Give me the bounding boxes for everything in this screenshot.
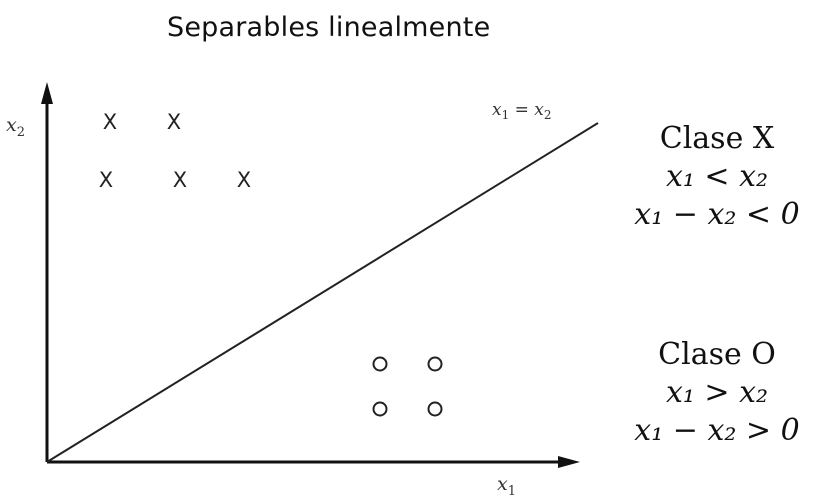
- figure-title: Separables linealmente: [167, 12, 491, 43]
- class-x-description: Clase X x₁ < x₂ x₁ − x₂ < 0: [602, 120, 832, 234]
- y-axis-arrow: [41, 82, 53, 104]
- x-marker: X: [167, 110, 181, 134]
- x-marker: X: [103, 110, 117, 134]
- o-marker: [372, 356, 388, 372]
- boundary-label: x1 = x2: [492, 100, 552, 122]
- class-x-name: Clase X: [659, 121, 775, 156]
- x-marker: X: [173, 168, 187, 192]
- x-marker: X: [99, 168, 113, 192]
- x-marker: X: [237, 168, 251, 192]
- class-x-condition-1: x₁ < x₂: [665, 159, 769, 194]
- class-o-name: Clase O: [658, 337, 776, 372]
- y-axis-label: x2: [6, 114, 25, 140]
- decision-boundary-line: [46, 122, 599, 463]
- o-marker: [372, 401, 388, 417]
- x-axis-arrow: [558, 456, 580, 468]
- o-marker: [427, 401, 443, 417]
- class-o-condition-2: x₁ − x₂ > 0: [634, 413, 800, 448]
- o-marker: [427, 356, 443, 372]
- class-o-description: Clase O x₁ > x₂ x₁ − x₂ > 0: [602, 336, 832, 450]
- class-o-condition-1: x₁ > x₂: [665, 375, 769, 410]
- x-axis-label: x1: [497, 473, 516, 499]
- class-x-condition-2: x₁ − x₂ < 0: [634, 197, 800, 232]
